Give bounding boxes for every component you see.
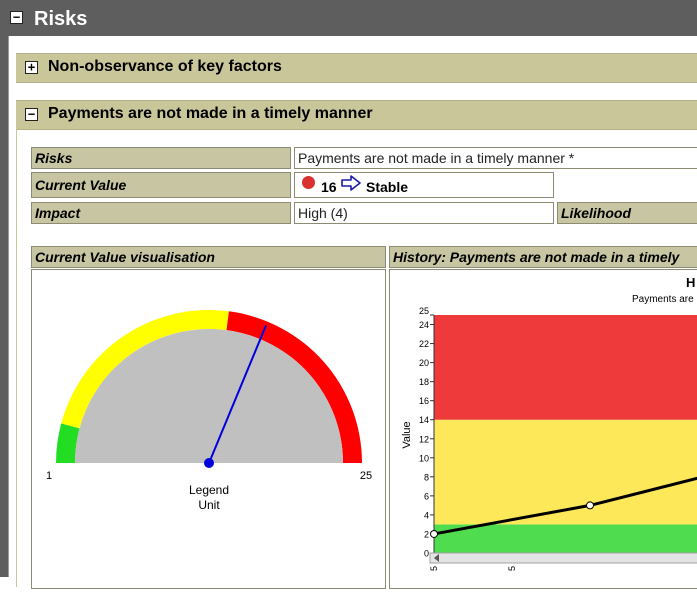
gauge-band-2	[226, 311, 362, 463]
likelihood-label: Likelihood	[557, 202, 697, 224]
history-band-0	[434, 524, 697, 553]
gauge-band-1	[61, 309, 229, 429]
history-y-tick-label: 2	[424, 529, 429, 539]
section-non-observance[interactable]: + Non-observance of key factors	[16, 53, 697, 83]
history-data-point[interactable]	[586, 501, 594, 510]
history-x-tick-label: 5	[429, 566, 439, 571]
history-y-tick-label: 0	[424, 549, 429, 559]
history-panel-header: History: Payments are not made in a time…	[389, 246, 697, 268]
history-panel: H Payments are 0 2 4 6 8 10 12 14 16 18 20 22 24 25 5…	[389, 269, 697, 589]
risks-label: Risks	[31, 147, 291, 169]
history-y-tick-label: 12	[419, 434, 429, 444]
gauge-min-label: 1	[46, 470, 52, 482]
section-label: Non-observance of key factors	[48, 58, 282, 75]
page-left-divider	[8, 36, 9, 577]
gauge-panel-header: Current Value visualisation	[31, 246, 386, 268]
trend-stable-arrow-icon	[341, 175, 361, 191]
history-band-1	[434, 419, 697, 525]
history-y-tick-label: 24	[419, 320, 429, 330]
section-payments[interactable]: − Payments are not made in a timely mann…	[16, 100, 697, 130]
current-value-trend: Stable	[366, 179, 409, 195]
history-y-tick-label: 25	[419, 306, 429, 316]
history-chart-subtitle: Payments are	[632, 294, 694, 305]
history-y-tick-label: 20	[419, 358, 429, 368]
risks-title-bar: − Risks	[0, 0, 697, 36]
history-y-tick-label: 6	[424, 491, 429, 501]
history-y-tick-label: 22	[419, 339, 429, 349]
gauge-needle	[208, 324, 267, 464]
collapse-section-toggle[interactable]: −	[25, 108, 38, 121]
gauge-unit-label: Unit	[198, 498, 220, 512]
current-value-label: Current Value	[31, 172, 291, 198]
gauge-chart: 1 25 Legend Unit	[46, 309, 372, 512]
page-title: Risks	[34, 8, 88, 30]
history-ylabel: Value	[401, 421, 413, 448]
history-scrollbar[interactable]	[429, 552, 697, 564]
scroll-left-arrow-icon[interactable]	[434, 554, 439, 562]
history-x-tick-label: 5	[507, 566, 517, 571]
impact-label: Impact	[31, 202, 291, 224]
history-y-tick-label: 16	[419, 396, 429, 406]
collapse-risks-toggle[interactable]: −	[10, 11, 23, 24]
page-left-border	[0, 0, 8, 577]
risks-value: Payments are not made in a timely manner…	[294, 147, 697, 169]
history-band-2	[434, 315, 697, 420]
impact-value: High (4)	[294, 202, 554, 224]
history-y-tick-label: 18	[419, 377, 429, 387]
history-y-tick-label: 14	[419, 415, 429, 425]
gauge-max-label: 25	[360, 470, 372, 482]
history-y-tick-label: 10	[419, 453, 429, 463]
history-data-point[interactable]	[430, 529, 438, 538]
gauge-needle-hub	[204, 458, 214, 468]
history-chart-title: H	[686, 275, 695, 290]
status-dot-icon	[302, 176, 315, 189]
gauge-legend-label: Legend	[189, 483, 229, 497]
gauge-face	[75, 329, 343, 463]
current-value-cell	[294, 172, 554, 198]
section-payments-body	[16, 127, 697, 587]
gauge-panel: 1 25 Legend Unit	[31, 269, 386, 589]
history-y-tick-label: 4	[424, 510, 429, 520]
current-value-number: 16	[321, 179, 337, 195]
section-label: Payments are not made in a timely manner	[48, 105, 373, 122]
gauge-band-0	[56, 423, 80, 463]
history-y-tick-label: 8	[424, 472, 429, 482]
expand-section-toggle[interactable]: +	[25, 61, 38, 74]
